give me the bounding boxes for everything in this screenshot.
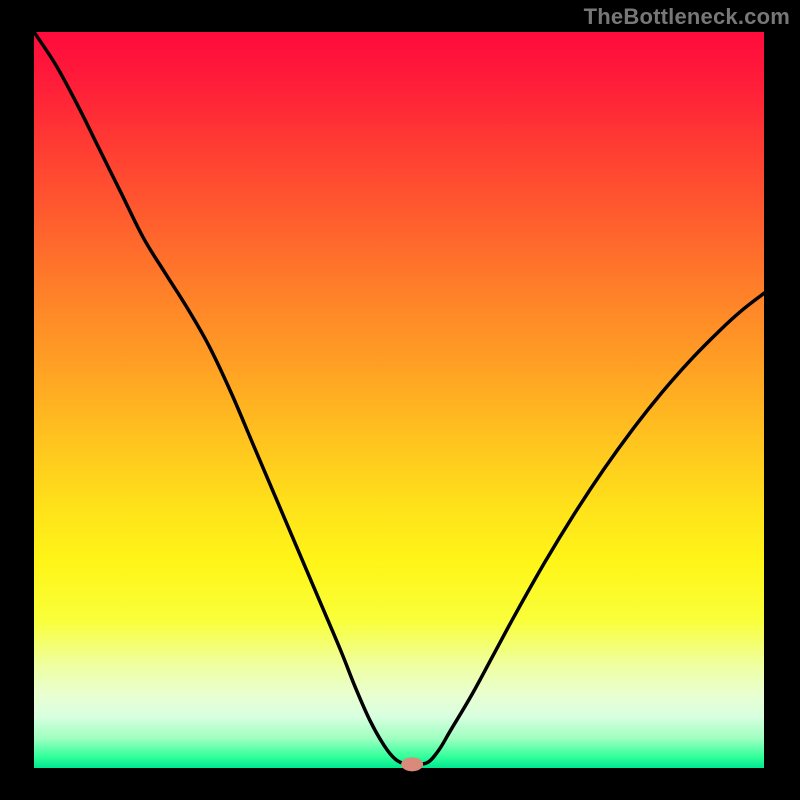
minimum-marker [401,757,423,771]
bottleneck-chart [0,0,800,800]
watermark-text: TheBottleneck.com [584,4,790,30]
chart-container: TheBottleneck.com [0,0,800,800]
